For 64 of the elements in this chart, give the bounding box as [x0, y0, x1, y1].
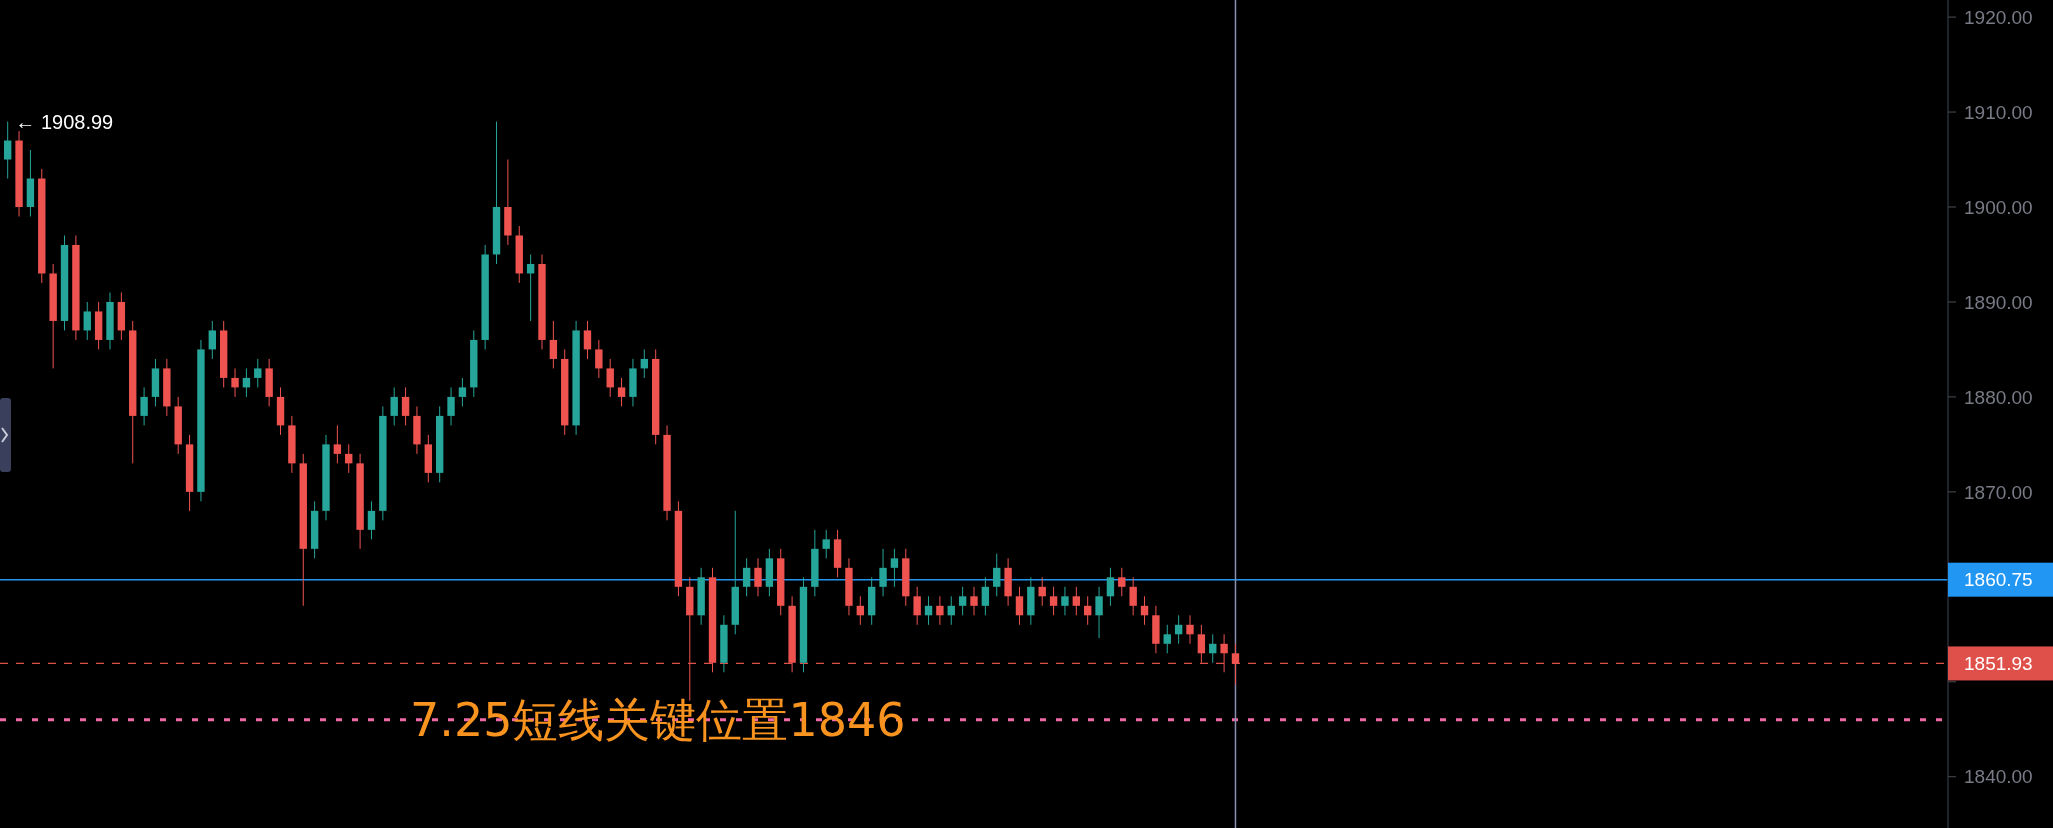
candlestick: [822, 529, 830, 559]
candlestick: [1118, 567, 1126, 597]
candlestick: [924, 595, 933, 626]
y-tick-label: 1910.00: [1964, 101, 2033, 123]
candlestick: [458, 377, 467, 407]
candlestick: [345, 443, 353, 474]
candlestick: [1015, 586, 1024, 626]
candlestick: [140, 386, 148, 426]
candlestick: [1174, 614, 1183, 645]
candlestick: [1231, 643, 1240, 686]
candlestick: [1061, 586, 1069, 616]
candlestick: [390, 386, 398, 426]
candlestick: [231, 367, 239, 398]
candlestick: [242, 367, 251, 398]
candlestick: [1197, 624, 1206, 664]
candlestick: [526, 253, 535, 322]
candlestick: [1083, 595, 1092, 626]
y-tick-label: 1900.00: [1964, 196, 2033, 218]
candlestick: [936, 595, 944, 626]
y-tick-label: 1890.00: [1964, 291, 2033, 313]
candlestick: [549, 320, 558, 369]
candlestick: [1106, 567, 1115, 607]
candlestick: [1209, 633, 1217, 664]
candlestick: [640, 348, 649, 379]
y-tick-label: 1920.00: [1964, 6, 2033, 28]
ref-line-label: 1860.75: [1964, 569, 2033, 591]
candlestick: [958, 586, 967, 616]
candlestick: [993, 553, 1001, 597]
candlestick: [1072, 586, 1081, 616]
candlestick: [367, 500, 376, 540]
candlestick: [83, 301, 91, 341]
candlestick: [606, 358, 614, 398]
y-tick-label: 1880.00: [1964, 386, 2033, 408]
candlestick: [447, 386, 455, 426]
candlestick: [1129, 576, 1137, 616]
candlestick: [890, 548, 899, 588]
candlestick: [617, 377, 626, 407]
annotation: 7.25短线关键位置1846: [410, 693, 906, 747]
candlestick: [583, 320, 592, 360]
candlestick: [1186, 614, 1194, 645]
candlestick: [1038, 576, 1046, 607]
candlestick: [856, 595, 865, 626]
candlestick: [1163, 624, 1171, 654]
candlestick: [208, 320, 216, 360]
candlestick: [401, 386, 410, 426]
candlestick: [742, 557, 751, 597]
candlestick: [1049, 586, 1058, 616]
candlestick: [333, 424, 342, 464]
candlestick: [3, 121, 12, 180]
candlestick: [1220, 633, 1228, 673]
candlestick: [970, 586, 978, 616]
candlestick: [913, 586, 921, 626]
annotation: ← 1908.99: [15, 110, 114, 133]
y-tick-label: 1870.00: [1964, 481, 2033, 503]
candlestick: [981, 576, 990, 616]
y-tick-label: 1840.00: [1964, 766, 2033, 788]
candlestick: [947, 595, 955, 626]
candlestick: [1140, 595, 1149, 626]
candlestick: [754, 557, 762, 597]
candlestick: [595, 339, 603, 379]
candlestick: [1095, 586, 1103, 639]
candlestick: [254, 358, 262, 388]
ref-line-label: 1851.93: [1964, 653, 2033, 675]
candlestick: [879, 548, 887, 597]
